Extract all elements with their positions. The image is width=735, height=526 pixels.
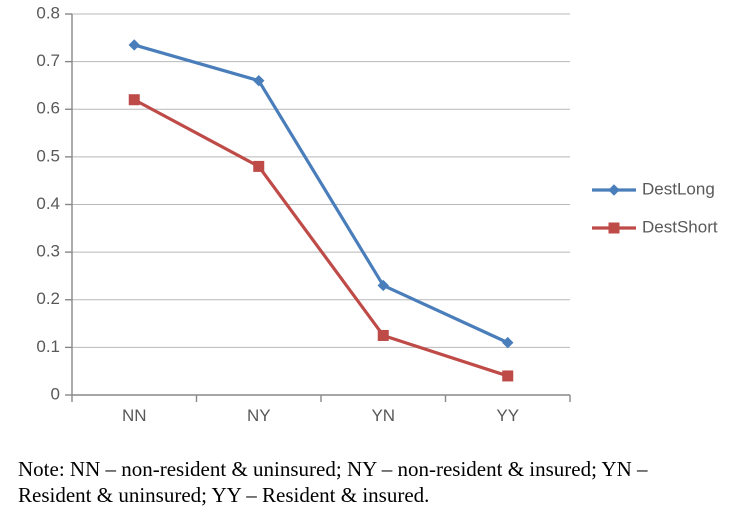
y-tick-label: 0.5 <box>36 146 60 165</box>
y-tick-label: 0.3 <box>36 242 60 261</box>
y-tick-label: 0.2 <box>36 289 60 308</box>
figure-container: 0 0.1 0.2 0.3 0.4 0.5 0.6 0.7 0.8 NN NY YN YY DestLon… <box>0 0 735 526</box>
chart-note: Note: NN – non-resident & uninsured; NY … <box>18 456 718 509</box>
line-chart: 0 0.1 0.2 0.3 0.4 0.5 0.6 0.7 0.8 NN NY YN YY DestLon… <box>0 0 735 440</box>
y-tick-label: 0.7 <box>36 51 60 70</box>
x-tick-label: YN <box>371 406 395 425</box>
y-tick-label: 0.4 <box>36 194 60 213</box>
x-tick-label: NY <box>247 406 271 425</box>
y-tick-label: 0 <box>51 384 60 403</box>
y-tick-label: 0.6 <box>36 99 60 118</box>
y-tick-label: 0.8 <box>36 3 60 22</box>
y-tick-label: 0.1 <box>36 337 60 356</box>
x-tick-label: YY <box>496 406 519 425</box>
legend-label: DestLong <box>642 179 715 198</box>
legend-label: DestShort <box>642 217 718 236</box>
x-tick-label: NN <box>122 406 147 425</box>
